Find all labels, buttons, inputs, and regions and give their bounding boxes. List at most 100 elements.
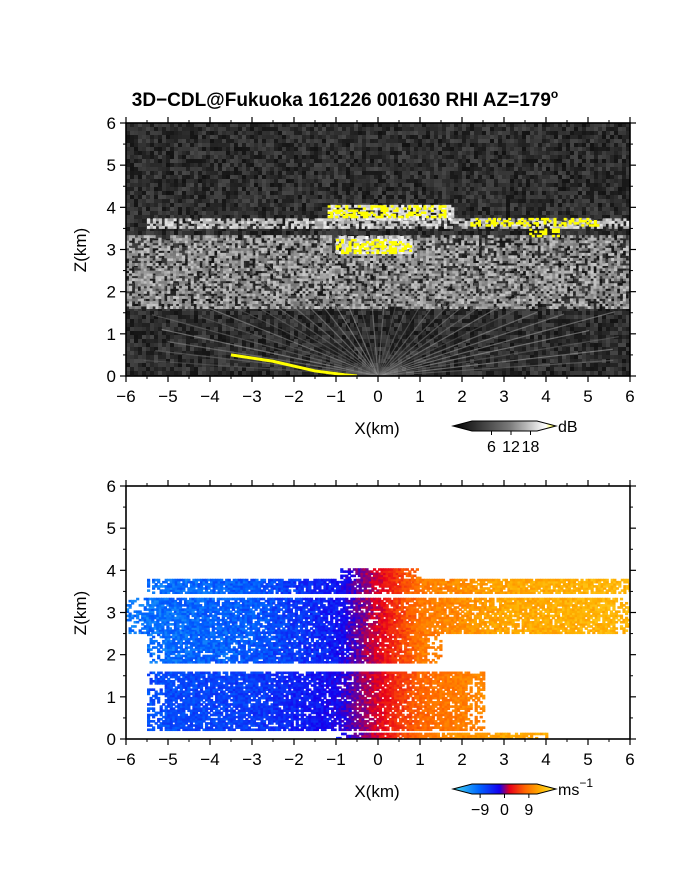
snr-noise-cell — [558, 211, 562, 215]
snr-noise-cell — [138, 127, 142, 131]
snr-noise-cell — [126, 187, 130, 191]
snr-noise-cell — [438, 227, 442, 231]
snr-noise-cell — [310, 223, 314, 227]
snr-noise-cell — [478, 147, 482, 151]
snr-noise-cell — [354, 267, 358, 271]
snr-noise-cell — [254, 139, 258, 143]
snr-noise-cell — [350, 155, 354, 159]
snr-noise-cell — [298, 131, 302, 135]
snr-noise-cell — [382, 279, 386, 283]
snr-noise-cell — [334, 147, 338, 151]
snr-noise-cell — [250, 163, 254, 167]
snr-noise-cell — [246, 147, 250, 151]
snr-noise-cell — [598, 211, 602, 215]
snr-noise-cell — [514, 183, 518, 187]
snr-noise-cell — [622, 155, 626, 159]
snr-noise-cell — [342, 183, 346, 187]
snr-noise-cell — [362, 183, 366, 187]
snr-noise-cell — [574, 231, 578, 235]
snr-noise-cell — [342, 207, 346, 211]
snr-noise-cell — [410, 231, 414, 235]
snr-noise-cell — [542, 207, 546, 211]
snr-noise-cell — [374, 155, 378, 159]
snr-noise-cell — [498, 143, 502, 147]
snr-noise-cell — [586, 159, 590, 163]
snr-noise-cell — [286, 187, 290, 191]
snr-noise-cell — [358, 223, 362, 227]
snr-noise-cell — [230, 191, 234, 195]
snr-noise-cell — [522, 203, 526, 207]
snr-noise-cell — [578, 167, 582, 171]
snr-noise-cell — [274, 171, 278, 175]
snr-noise-cell — [322, 215, 326, 219]
snr-noise-cell — [346, 175, 350, 179]
snr-noise-cell — [498, 167, 502, 171]
snr-noise-cell — [474, 143, 478, 147]
snr-noise-cell — [294, 131, 298, 135]
snr-noise-cell — [162, 163, 166, 167]
snr-noise-cell — [166, 235, 170, 239]
snr-noise-cell — [238, 143, 242, 147]
snr-noise-cell — [566, 147, 570, 151]
snr-noise-cell — [198, 275, 202, 279]
snr-noise-cell — [206, 159, 210, 163]
snr-noise-cell — [286, 183, 290, 187]
snr-noise-cell — [618, 147, 622, 151]
snr-noise-cell — [494, 167, 498, 171]
snr-noise-cell — [342, 231, 346, 235]
snr-noise-cell — [614, 183, 618, 187]
snr-noise-cell — [198, 191, 202, 195]
snr-noise-cell — [322, 167, 326, 171]
snr-noise-cell — [202, 187, 206, 191]
snr-noise-cell — [482, 235, 486, 239]
snr-noise-cell — [194, 247, 198, 251]
snr-noise-cell — [474, 147, 478, 151]
snr-noise-cell — [370, 187, 374, 191]
snr-noise-cell — [326, 167, 330, 171]
snr-noise-cell — [458, 167, 462, 171]
snr-noise-cell — [466, 195, 470, 199]
snr-noise-cell — [370, 195, 374, 199]
snr-noise-cell — [258, 191, 262, 195]
snr-noise-cell — [482, 231, 486, 235]
snr-noise-cell — [450, 191, 454, 195]
snr-noise-cell — [158, 155, 162, 159]
snr-noise-cell — [146, 175, 150, 179]
snr-noise-cell — [390, 187, 394, 191]
snr-noise-cell — [582, 167, 586, 171]
snr-noise-cell — [450, 135, 454, 139]
snr-noise-cell — [230, 211, 234, 215]
snr-noise-cell — [358, 207, 362, 211]
snr-noise-cell — [554, 183, 558, 187]
snr-noise-cell — [610, 131, 614, 135]
snr-noise-cell — [370, 159, 374, 163]
snr-noise-cell — [278, 211, 282, 215]
snr-noise-cell — [622, 171, 626, 175]
snr-noise-cell — [162, 215, 166, 219]
snr-noise-cell — [350, 131, 354, 135]
snr-noise-cell — [610, 227, 614, 231]
snr-noise-cell — [470, 139, 474, 143]
snr-noise-cell — [550, 223, 554, 227]
snr-noise-cell — [254, 123, 258, 127]
snr-noise-cell — [358, 187, 362, 191]
snr-noise-cell — [414, 171, 418, 175]
snr-noise-cell — [622, 143, 626, 147]
snr-noise-cell — [318, 135, 322, 139]
snr-noise-cell — [310, 127, 314, 131]
snr-noise-cell — [218, 223, 222, 227]
snr-noise-cell — [270, 207, 274, 211]
snr-noise-cell — [562, 183, 566, 187]
snr-noise-cell — [610, 187, 614, 191]
snr-noise-cell — [374, 147, 378, 151]
snr-noise-cell — [518, 207, 522, 211]
snr-noise-cell — [482, 171, 486, 175]
snr-noise-cell — [598, 131, 602, 135]
snr-noise-cell — [626, 231, 630, 235]
snr-noise-cell — [470, 195, 474, 199]
snr-noise-cell — [570, 123, 574, 127]
snr-noise-cell — [570, 203, 574, 207]
snr-noise-cell — [142, 227, 146, 231]
snr-noise-cell — [514, 263, 518, 267]
snr-noise-cell — [142, 199, 146, 203]
